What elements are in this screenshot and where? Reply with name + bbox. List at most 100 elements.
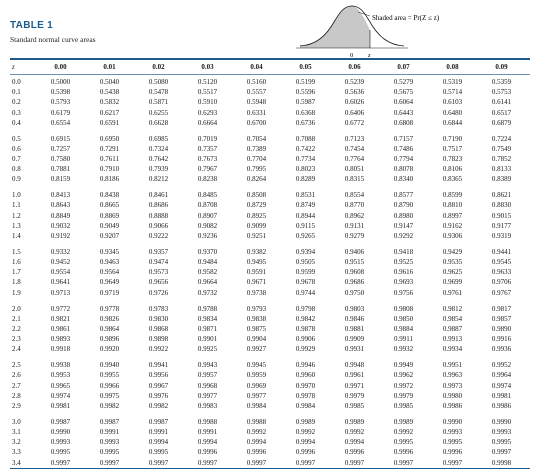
probability-cell: 0.5596: [295, 88, 316, 97]
top-rule: [10, 58, 530, 60]
probability-cell: 0.6808: [393, 118, 414, 127]
probability-cell: 0.9955: [99, 371, 120, 380]
probability-cell: 0.9901: [197, 335, 218, 344]
probability-cell: 0.9981: [491, 391, 512, 400]
probability-cell: 0.7580: [50, 155, 71, 163]
probability-cell: 0.6255: [148, 108, 169, 117]
column-header: 0.01: [103, 63, 116, 71]
probability-cell: 0.8686: [148, 201, 169, 210]
probability-cell: 0.8508: [246, 191, 267, 200]
probability-cell: 0.9962: [393, 371, 414, 380]
table-row: 0.1 0.5398 0.5438 0.5478 0.5517 0.5557 0.5596 0…: [10, 87, 530, 97]
probability-cell: 0.7734: [295, 155, 316, 163]
probability-cell: 0.9738: [246, 288, 267, 297]
column-header: 0.05: [299, 63, 312, 71]
probability-cell: 0.9115: [296, 221, 315, 230]
probability-cell: 0.8849: [50, 211, 71, 220]
table-row: 1.5 0.9332 0.9345 0.9357 0.9370 0.9382 0.9394 0…: [10, 247, 530, 257]
table-row: 1.6 0.9452 0.9463 0.9474 0.9484 0.9495 0.9505 0…: [10, 257, 530, 267]
probability-cell: 0.9995: [99, 448, 120, 457]
probability-cell: 0.7088: [295, 134, 316, 143]
table-row: 1.9 0.9713 0.9719 0.9726 0.9732 0.9738 0.9744 0…: [10, 288, 530, 298]
probability-cell: 0.9994: [246, 438, 267, 447]
probability-cell: 0.8264: [246, 175, 267, 184]
probability-cell: 0.9418: [393, 247, 414, 256]
probability-cell: 0.8289: [295, 175, 316, 184]
probability-cell: 0.7019: [197, 134, 218, 143]
z-value-cell: 0.1: [12, 88, 21, 97]
probability-cell: 0.9997: [295, 458, 316, 467]
table-row: 2.7 0.9965 0.9966 0.9967 0.9968 0.9969 0.9970 0…: [10, 381, 530, 391]
probability-cell: 0.7939: [148, 165, 169, 174]
probability-cell: 0.9222: [148, 232, 169, 240]
probability-cell: 0.8485: [197, 191, 218, 200]
probability-cell: 0.9292: [393, 232, 414, 240]
probability-cell: 0.8186: [99, 175, 120, 184]
probability-cell: 0.9875: [246, 324, 267, 333]
probability-cell: 0.9964: [491, 371, 512, 380]
probability-cell: 0.8461: [148, 191, 169, 200]
probability-cell: 0.8643: [50, 201, 71, 210]
probability-cell: 0.9986: [442, 401, 463, 410]
probability-cell: 0.9922: [148, 345, 169, 354]
probability-cell: 0.9535: [442, 258, 463, 267]
probability-cell: 0.9147: [393, 221, 414, 230]
probability-cell: 0.9963: [442, 371, 463, 380]
probability-cell: 0.9591: [246, 268, 267, 277]
probability-cell: 0.9967: [148, 381, 169, 390]
probability-cell: 0.9904: [246, 335, 267, 344]
probability-cell: 0.9345: [99, 247, 120, 256]
probability-cell: 0.6179: [50, 108, 71, 117]
probability-cell: 0.9803: [344, 304, 365, 313]
probability-cell: 0.9625: [442, 268, 463, 277]
probability-cell: 0.8980: [393, 211, 414, 220]
probability-cell: 0.7642: [148, 155, 169, 163]
probability-cell: 0.9974: [491, 381, 512, 390]
probability-cell: 0.6844: [442, 118, 463, 127]
probability-cell: 0.9985: [344, 401, 365, 410]
probability-cell: 0.9940: [99, 361, 120, 370]
probability-cell: 0.9969: [246, 381, 267, 390]
probability-cell: 0.8106: [442, 165, 463, 174]
probability-cell: 0.9998: [491, 458, 512, 467]
probability-cell: 0.9699: [442, 278, 463, 287]
shaded-area: [300, 6, 370, 48]
probability-cell: 0.9599: [295, 268, 316, 277]
probability-cell: 0.9986: [491, 401, 512, 410]
row-group: 2.0 0.9772 0.9778 0.9783 0.9788 0.9793 0.9798 0…: [10, 304, 530, 355]
probability-cell: 0.9015: [491, 211, 512, 220]
probability-cell: 0.9744: [295, 288, 316, 297]
probability-cell: 0.9991: [197, 427, 218, 436]
probability-cell: 0.9864: [99, 324, 120, 333]
z-value-cell: 1.2: [12, 211, 21, 220]
probability-cell: 0.5987: [295, 98, 316, 107]
probability-cell: 0.6368: [295, 108, 316, 117]
probability-cell: 0.5040: [99, 78, 120, 86]
probability-cell: 0.8078: [393, 165, 414, 174]
probability-cell: 0.9951: [442, 361, 463, 370]
row-group: 2.5 0.9938 0.9940 0.9941 0.9943 0.9945 0.9946 0…: [10, 360, 530, 411]
probability-cell: 0.9989: [344, 417, 365, 426]
probability-cell: 0.9842: [295, 314, 316, 323]
probability-cell: 0.9961: [344, 371, 365, 380]
table-row: 0.2 0.5793 0.5832 0.5871 0.5910 0.5948 0.5987 0…: [10, 97, 530, 107]
z-value-cell: 0.4: [12, 118, 21, 127]
probability-cell: 0.8729: [246, 201, 267, 210]
probability-cell: 0.5120: [197, 78, 218, 86]
probability-cell: 0.8997: [442, 211, 463, 220]
probability-cell: 0.5948: [246, 98, 267, 107]
probability-cell: 0.9992: [246, 427, 267, 436]
probability-cell: 0.7910: [99, 165, 120, 174]
table-row: 2.2 0.9861 0.9864 0.9868 0.9871 0.9875 0.9878 0…: [10, 324, 530, 334]
probability-cell: 0.9974: [50, 391, 71, 400]
probability-cell: 0.5714: [442, 88, 463, 97]
table-row: 0.6 0.7257 0.7291 0.7324 0.7357 0.7389 0.7422 0…: [10, 144, 530, 154]
table-row: 3.2 0.9993 0.9993 0.9994 0.9994 0.9994 0.9994 0…: [10, 437, 530, 447]
probability-cell: 0.9441: [491, 247, 512, 256]
probability-cell: 0.9952: [491, 361, 512, 370]
probability-cell: 0.5359: [491, 78, 512, 86]
probability-cell: 0.9990: [442, 417, 463, 426]
row-group: 0.5 0.6915 0.6950 0.6985 0.7019 0.7054 0.7088 0…: [10, 134, 530, 185]
probability-cell: 0.9990: [50, 427, 71, 436]
column-header: 0.08: [446, 63, 459, 71]
